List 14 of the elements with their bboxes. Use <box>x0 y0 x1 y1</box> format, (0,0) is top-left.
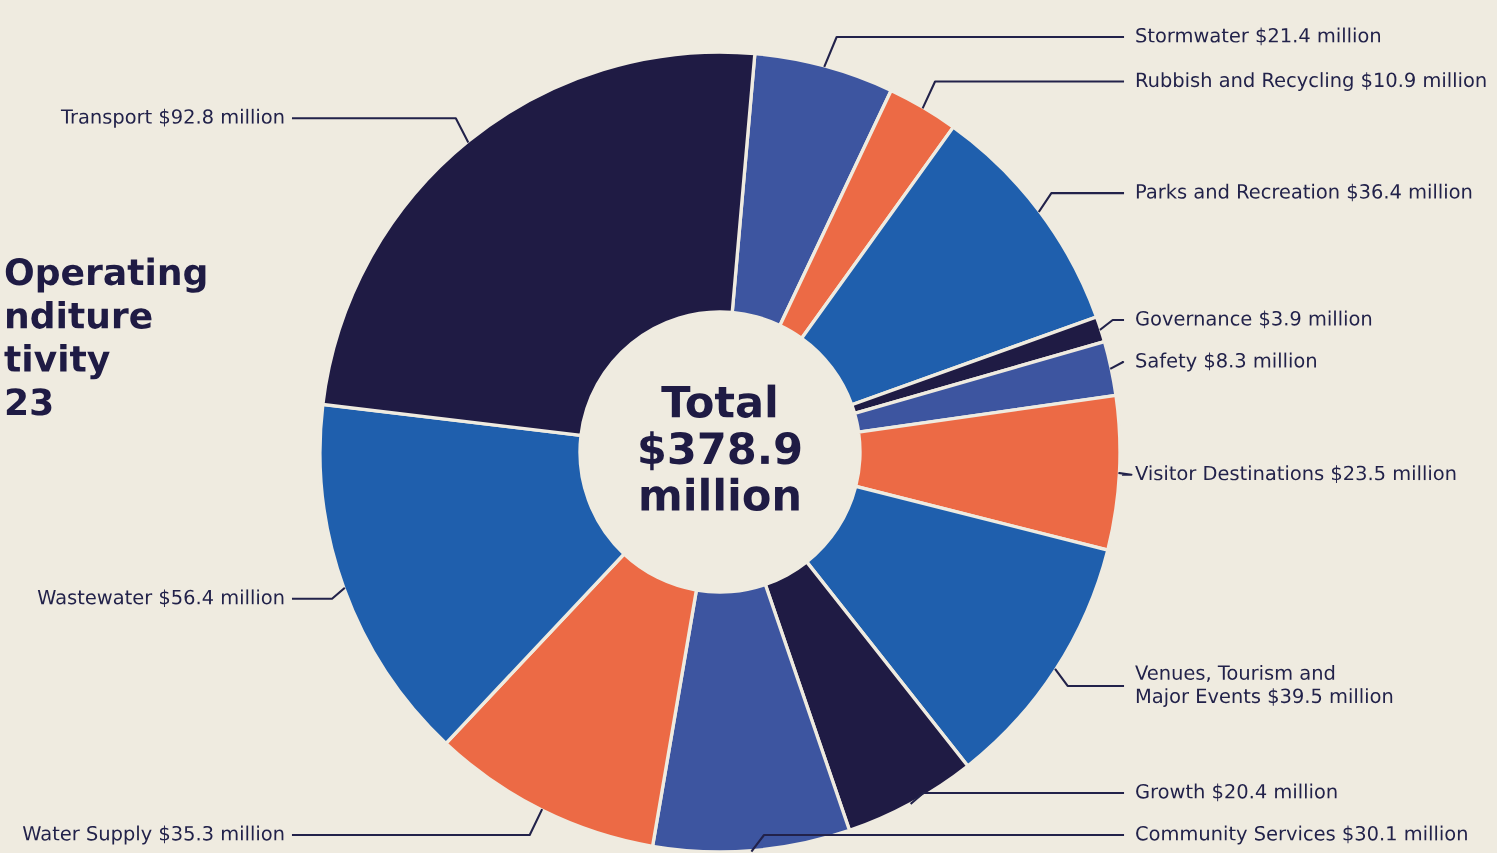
text: Total $378.9 million <box>640 384 801 512</box>
slice-label: Venues, Tourism and Major Events $39.5 million <box>1135 664 1393 707</box>
slice-label: Visitor Destinations $23.5 million <box>1135 465 1456 483</box>
text: Operating nditure tivity 23 <box>4 257 206 416</box>
slice-label: Governance $3.9 million <box>1136 310 1372 329</box>
slice-label: Stormwater $21.4 million <box>1136 27 1381 46</box>
slice-label: Transport $92.8 million <box>60 108 284 128</box>
slice-label: Growth $20.4 million <box>1136 783 1337 802</box>
slice-label: Rubbish and Recycling $10.9 million <box>1136 72 1486 91</box>
slice-label: Water Supply $35.3 million <box>22 825 284 845</box>
slice-label: Safety $8.3 million <box>1136 352 1316 372</box>
slice-label: Parks and Recreation $36.4 million <box>1136 183 1472 202</box>
slice-label: Wastewater $56.4 million <box>37 589 284 608</box>
slice-label: Community Services $30.1 million <box>1136 825 1467 845</box>
